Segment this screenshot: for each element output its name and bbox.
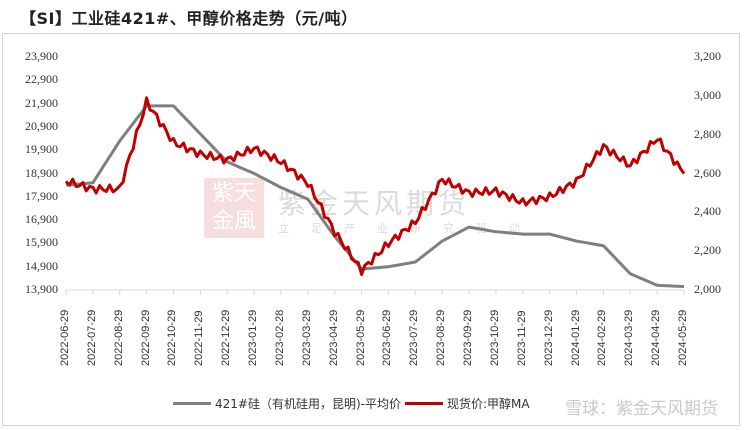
x-tick-marks xyxy=(65,290,685,295)
silicon-price-line xyxy=(65,104,685,289)
seal-logo-icon: 紫天金風 xyxy=(204,178,264,238)
chart-title: 【SI】工业硅421#、甲醇价格走势（元/吨） xyxy=(20,9,358,28)
left-y-tick: 20,900 xyxy=(25,118,58,133)
left-y-tick: 15,900 xyxy=(25,235,58,250)
legend-label-methanol: 现货价:甲醇MA xyxy=(446,397,530,411)
right-y-tick: 2,400 xyxy=(694,204,721,219)
left-y-tick: 17,900 xyxy=(25,188,58,203)
left-y-tick: 22,900 xyxy=(25,72,58,87)
right-y-tick: 2,600 xyxy=(694,165,721,180)
left-y-tick: 14,900 xyxy=(25,258,58,273)
left-y-tick: 19,900 xyxy=(25,142,58,157)
left-y-tick: 23,900 xyxy=(25,49,58,63)
left-y-tick: 21,900 xyxy=(25,95,58,110)
right-y-tick: 3,000 xyxy=(694,87,721,102)
left-y-tick: 18,900 xyxy=(25,165,58,180)
watermark-bottom: 雪球：紫金天风期货 xyxy=(565,399,718,419)
legend-item-silicon: 421#硅（有机硅用，昆明)-平均价 xyxy=(173,395,401,412)
right-y-tick: 2,000 xyxy=(694,282,721,296)
left-y-tick: 16,900 xyxy=(25,212,58,227)
legend-item-methanol: 现货价:甲醇MA xyxy=(404,395,530,412)
legend-swatch-gray xyxy=(173,402,211,405)
legend-swatch-red xyxy=(404,402,443,405)
left-y-tick: 13,900 xyxy=(25,282,58,296)
legend-label-silicon: 421#硅（有机硅用，昆明)-平均价 xyxy=(215,397,401,411)
chart-frame xyxy=(2,33,740,426)
methanol-price-line xyxy=(64,96,686,276)
right-y-tick: 3,200 xyxy=(694,49,721,63)
right-y-tick: 2,800 xyxy=(694,126,721,141)
right-y-tick: 2,200 xyxy=(694,243,721,258)
legend: 421#硅（有机硅用，昆明)-平均价 现货价:甲醇MA xyxy=(173,395,534,412)
